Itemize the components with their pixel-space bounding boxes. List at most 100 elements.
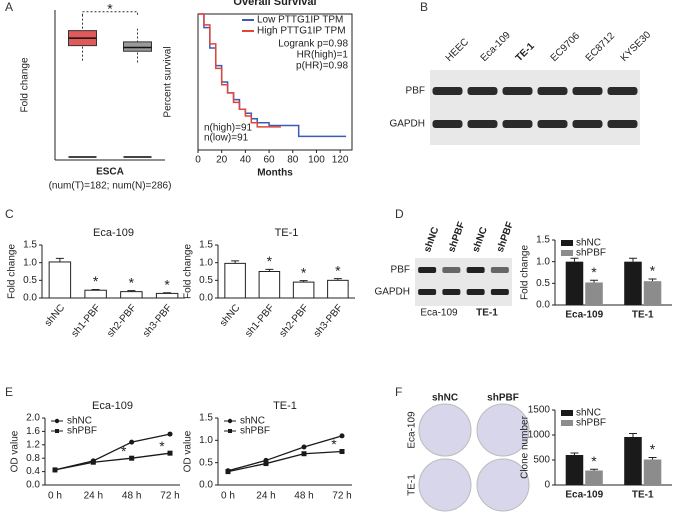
error-bar bbox=[570, 452, 579, 455]
error-bar bbox=[265, 268, 274, 272]
legend-label: shNC bbox=[576, 238, 601, 249]
chart-title: TE-1 bbox=[273, 400, 297, 412]
marker bbox=[225, 469, 231, 475]
chart-title: Eca-109 bbox=[93, 227, 134, 239]
error-bar bbox=[648, 278, 657, 282]
y-tick-label: 0.5 bbox=[199, 457, 213, 468]
significance-star: * bbox=[650, 263, 656, 279]
y-tick-label: 1.5 bbox=[536, 235, 550, 246]
y-axis-label: Fold change bbox=[183, 244, 194, 299]
marker bbox=[339, 449, 345, 454]
colony-plate bbox=[418, 458, 472, 512]
column-label: shNC bbox=[432, 393, 458, 404]
bar bbox=[565, 455, 584, 485]
x-axis-label: Months bbox=[257, 168, 293, 179]
y-tick-label: 1.0 bbox=[23, 257, 37, 268]
y-tick-label: 1.5 bbox=[23, 240, 37, 251]
significance-star: * bbox=[301, 264, 307, 280]
bar bbox=[327, 279, 349, 299]
colony-plate bbox=[476, 458, 530, 512]
significance-star: * bbox=[121, 443, 127, 459]
annotation: HR(high)=1 bbox=[297, 50, 349, 61]
significance-star: * bbox=[107, 0, 113, 16]
row-label: GAPDH bbox=[374, 287, 410, 298]
error-bar bbox=[648, 457, 657, 460]
x-tick-label: 0 h bbox=[221, 491, 235, 502]
bar bbox=[120, 291, 143, 299]
x-tick-label: sh2-PBF bbox=[105, 303, 138, 340]
marker bbox=[52, 467, 58, 473]
panel-letter: B bbox=[420, 0, 428, 14]
y-tick-label: 1.0 bbox=[536, 256, 550, 267]
y-tick-label: 0.0 bbox=[23, 293, 37, 304]
lane-label: EC9706 bbox=[549, 30, 583, 64]
x-tick-label: 24 h bbox=[84, 491, 103, 502]
y-tick-label: 0.4 bbox=[26, 466, 40, 477]
x-tick-label: Eca-109 bbox=[565, 490, 603, 501]
marker bbox=[301, 444, 307, 450]
significance-star: * bbox=[159, 438, 165, 454]
significance-star: * bbox=[267, 253, 273, 269]
y-tick-label: 0.5 bbox=[199, 275, 213, 286]
y-tick-label: 2.0 bbox=[26, 413, 40, 424]
x-tick-label: 0 h bbox=[48, 491, 62, 502]
y-axis-label: Fold change bbox=[7, 244, 18, 299]
significance-star: * bbox=[591, 264, 597, 280]
band bbox=[607, 120, 638, 128]
plot-frame bbox=[197, 13, 353, 151]
x-tick-label: Eca-109 bbox=[565, 310, 603, 321]
x-tick-label: 40 bbox=[240, 155, 252, 166]
y-axis-label: Percent survival bbox=[163, 46, 174, 117]
lane-label: KYSE30 bbox=[619, 29, 654, 64]
marker bbox=[129, 439, 135, 445]
y-tick-label: 500 bbox=[533, 455, 550, 466]
survival-curve bbox=[198, 13, 281, 128]
legend-label: shPBF bbox=[576, 418, 606, 429]
significance-star: * bbox=[591, 453, 597, 469]
annotation: n(low)=91 bbox=[204, 133, 249, 144]
band bbox=[466, 267, 485, 273]
blot-b bbox=[430, 70, 640, 145]
error-bar bbox=[570, 257, 579, 262]
x-tick-label: 24 h bbox=[256, 491, 275, 502]
legend-marker bbox=[227, 418, 233, 424]
error-bar bbox=[628, 257, 637, 262]
panel-letter: C bbox=[5, 207, 14, 221]
bar bbox=[84, 289, 107, 299]
x-axis-label: (num(T)=182; num(N)=286) bbox=[49, 181, 172, 192]
x-tick-label: 60 bbox=[264, 155, 276, 166]
line bbox=[227, 435, 343, 472]
x-tick-label: 72 h bbox=[160, 491, 179, 502]
lane-label: Eca-109 bbox=[479, 30, 513, 64]
band bbox=[490, 289, 509, 295]
error-bar bbox=[590, 279, 599, 283]
band bbox=[537, 87, 568, 95]
y-tick-label: 1.0 bbox=[199, 257, 213, 268]
x-tick-label: TE-1 bbox=[632, 310, 654, 321]
bar bbox=[624, 437, 642, 485]
error-bar bbox=[163, 292, 172, 294]
band bbox=[432, 120, 463, 128]
x-tick-label: 80 bbox=[287, 155, 299, 166]
significance-star: * bbox=[93, 273, 99, 289]
marker bbox=[263, 461, 269, 467]
group-label: TE-1 bbox=[476, 308, 498, 319]
y-tick-label: 0.0 bbox=[199, 293, 213, 304]
panel-letter: A bbox=[5, 0, 13, 14]
significance-star: * bbox=[650, 441, 656, 457]
band bbox=[502, 87, 533, 95]
band bbox=[572, 120, 603, 128]
survival-curve bbox=[198, 13, 347, 138]
band bbox=[442, 289, 461, 295]
x-tick-label: sh2-PBF bbox=[278, 303, 311, 340]
legend-swatch bbox=[561, 240, 573, 246]
error-bar bbox=[590, 468, 599, 471]
legend-marker bbox=[228, 429, 232, 433]
row-label: TE-1 bbox=[407, 474, 418, 496]
error-bar bbox=[231, 260, 240, 264]
error-bar bbox=[91, 289, 100, 291]
annotation: p(HR)=0.98 bbox=[296, 61, 348, 72]
lane-label: shPBF bbox=[446, 220, 467, 254]
